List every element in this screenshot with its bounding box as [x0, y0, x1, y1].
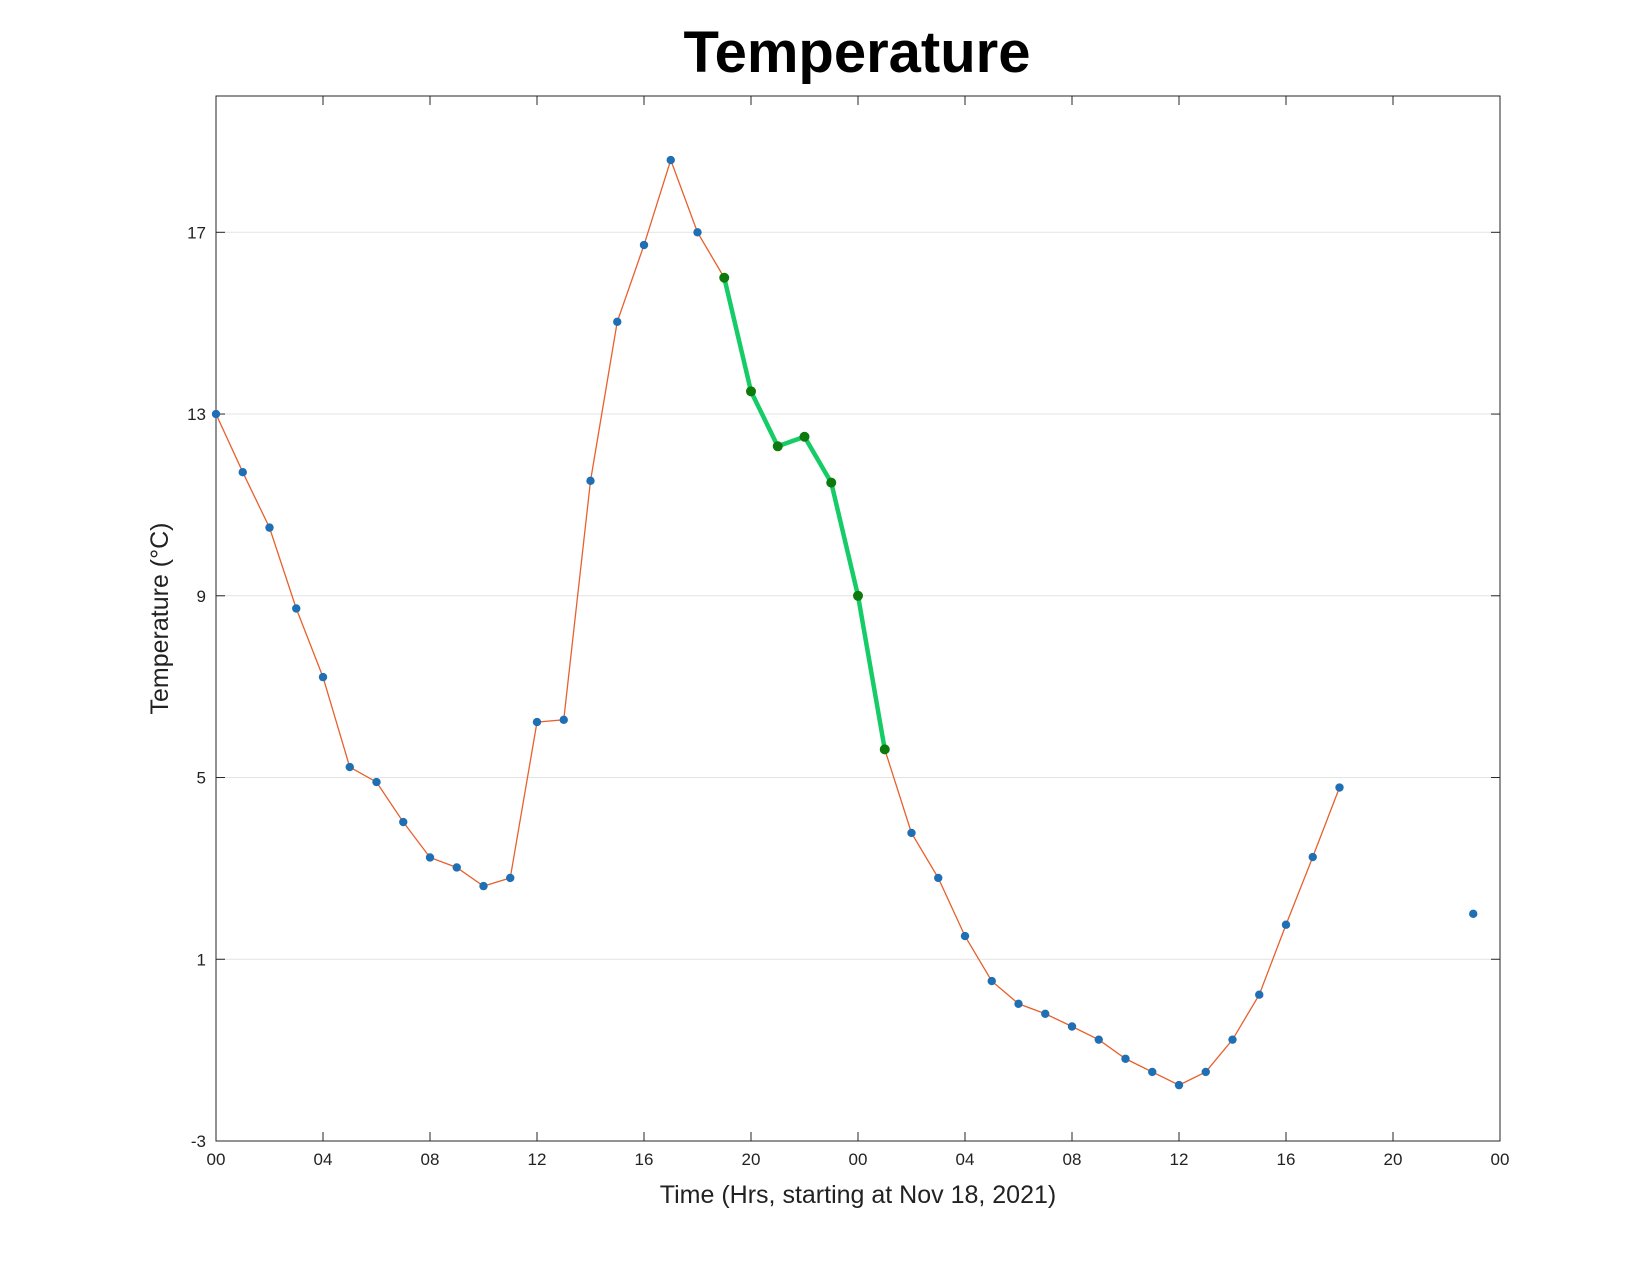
data-point [1228, 1035, 1237, 1044]
highlight-point [826, 477, 837, 488]
data-point [987, 976, 996, 986]
data-point [559, 715, 568, 725]
x-tick-label: 12 [528, 1150, 547, 1169]
y-tick-label: -3 [191, 1132, 206, 1151]
chart-title: Temperature [683, 20, 1030, 85]
highlight-point [853, 590, 863, 601]
data-point [1335, 783, 1344, 792]
x-tick-label: 20 [742, 1150, 761, 1169]
data-point [1014, 999, 1023, 1008]
y-tick-label: 13 [187, 405, 206, 424]
y-tick-label: 5 [197, 769, 206, 788]
x-tick-label: 12 [1170, 1150, 1189, 1169]
data-point [1174, 1080, 1184, 1090]
data-point [399, 817, 408, 827]
data-point [292, 604, 301, 613]
data-point [318, 672, 328, 682]
x-tick-label: 04 [956, 1150, 975, 1169]
data-point [1148, 1067, 1157, 1077]
data-point [452, 863, 461, 872]
y-tick-label: 1 [197, 950, 206, 969]
highlight-point [746, 386, 756, 397]
data-point [1308, 852, 1317, 862]
x-tick-label: 08 [421, 1150, 440, 1169]
data-point [586, 476, 595, 486]
data-point [907, 828, 916, 838]
data-point [211, 409, 221, 419]
data-point [1201, 1067, 1210, 1077]
y-tick-label: 17 [187, 223, 206, 242]
data-point [479, 881, 488, 891]
x-tick-label: 00 [1491, 1150, 1510, 1169]
data-point [506, 873, 515, 883]
highlight-point [879, 744, 890, 755]
x-tick-label: 00 [849, 1150, 868, 1169]
data-point [1255, 990, 1264, 999]
plot-area [215, 95, 1501, 1142]
x-tick-label: 00 [207, 1150, 226, 1169]
y-axis-label: Temperature (°C) [146, 523, 174, 715]
data-point [693, 228, 702, 237]
data-point [1281, 920, 1291, 929]
data-point [372, 777, 381, 787]
data-point [639, 240, 649, 250]
data-point [345, 762, 354, 772]
highlight-point [799, 431, 810, 442]
highlight-line [722, 277, 887, 750]
data-point [1094, 1035, 1103, 1044]
data-point [666, 155, 675, 165]
highlight-point [772, 441, 783, 452]
series-line [215, 158, 1341, 1086]
y-tick-label: 9 [197, 587, 206, 606]
x-tick-label: 16 [635, 1150, 654, 1169]
data-point [1121, 1054, 1130, 1063]
x-tick-label: 08 [1063, 1150, 1082, 1169]
data-series [211, 155, 1478, 1090]
data-point [425, 853, 435, 862]
x-tick-label: 16 [1277, 1150, 1296, 1169]
data-point [960, 931, 970, 941]
x-tick-label: 04 [314, 1150, 333, 1169]
data-point [265, 523, 274, 532]
highlight-point [719, 272, 730, 283]
x-axis-label: Time (Hrs, starting at Nov 18, 2021) [660, 1181, 1056, 1209]
data-point [238, 468, 247, 477]
data-point [934, 873, 943, 883]
axis-ticks: -3 1 5 9 13 17 00 04 08 12 16 20 00 04 08 12 16 20 00 [187, 96, 1509, 1169]
data-point [1041, 1009, 1050, 1018]
data-point [532, 717, 542, 727]
data-point [613, 317, 622, 327]
data-point [1067, 1022, 1077, 1031]
x-tick-label: 20 [1384, 1150, 1403, 1169]
data-point [1469, 909, 1478, 919]
